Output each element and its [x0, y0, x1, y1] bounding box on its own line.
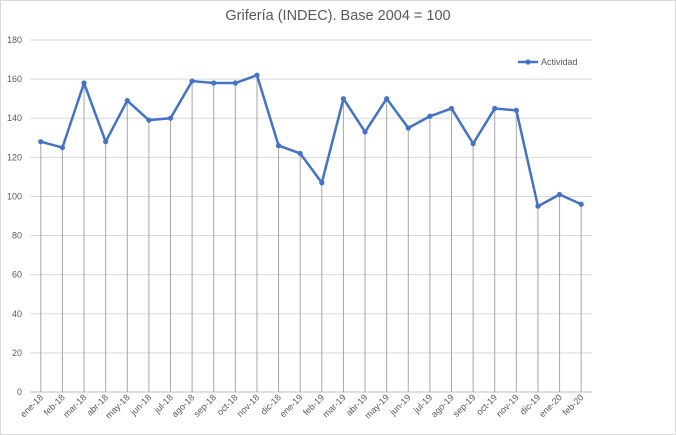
data-point: [146, 117, 152, 123]
data-point: [38, 139, 44, 145]
data-point: [103, 139, 109, 145]
y-tick-label: 160: [7, 74, 22, 84]
data-point: [384, 96, 390, 102]
data-point: [211, 80, 217, 86]
data-point: [470, 141, 476, 147]
data-point: [513, 107, 519, 113]
data-point: [556, 191, 563, 198]
x-tick-label: sep-18: [192, 392, 219, 419]
x-tick-label: mar-18: [61, 392, 88, 419]
y-tick-label: 40: [12, 309, 22, 319]
x-tick-label: ago-19: [429, 392, 456, 419]
x-tick-label: ago-18: [170, 392, 197, 419]
x-tick-label: ene-20: [537, 392, 564, 419]
data-point: [124, 98, 130, 104]
data-point: [254, 72, 260, 78]
x-tick-label: ene-19: [278, 392, 305, 419]
data-point: [362, 129, 368, 135]
x-tick-label: jun-19: [387, 392, 412, 417]
data-point: [427, 113, 433, 119]
data-point: [492, 105, 498, 112]
data-point: [578, 201, 584, 207]
data-point: [319, 180, 325, 186]
x-tick-label: may-18: [103, 392, 131, 420]
y-tick-label: 60: [12, 270, 22, 280]
data-point: [167, 115, 174, 121]
chart-title: Grifería (INDEC). Base 2004 = 100: [225, 8, 451, 24]
x-tick-label: feb-20: [560, 392, 585, 417]
data-point: [448, 105, 455, 112]
y-tick-label: 120: [7, 152, 22, 162]
data-point: [297, 150, 303, 157]
data-point: [59, 144, 66, 151]
x-tick-label: nov-18: [235, 392, 262, 419]
y-tick-label: 80: [12, 231, 22, 241]
legend-label: Actividad: [541, 57, 578, 67]
y-tick-label: 0: [17, 387, 22, 397]
x-tick-label: ene-18: [18, 392, 45, 419]
y-tick-label: 140: [7, 113, 22, 123]
y-tick-label: 180: [7, 35, 22, 45]
data-point: [340, 96, 347, 102]
data-point: [232, 80, 238, 86]
data-point: [405, 125, 411, 131]
data-point: [189, 78, 195, 84]
y-tick-label: 20: [12, 348, 22, 358]
y-tick-label: 100: [7, 191, 22, 201]
x-tick-label: jun-18: [128, 392, 153, 417]
x-tick-label: mar-19: [321, 392, 348, 419]
data-point: [535, 203, 541, 209]
legend-marker: [525, 59, 531, 65]
data-point: [275, 143, 282, 149]
x-tick-label: nov-19: [494, 392, 521, 419]
series-line-actividad: [40, 73, 582, 208]
x-tick-label: may-19: [363, 392, 391, 420]
data-point: [81, 80, 87, 86]
x-tick-label: sep-19: [451, 392, 478, 419]
